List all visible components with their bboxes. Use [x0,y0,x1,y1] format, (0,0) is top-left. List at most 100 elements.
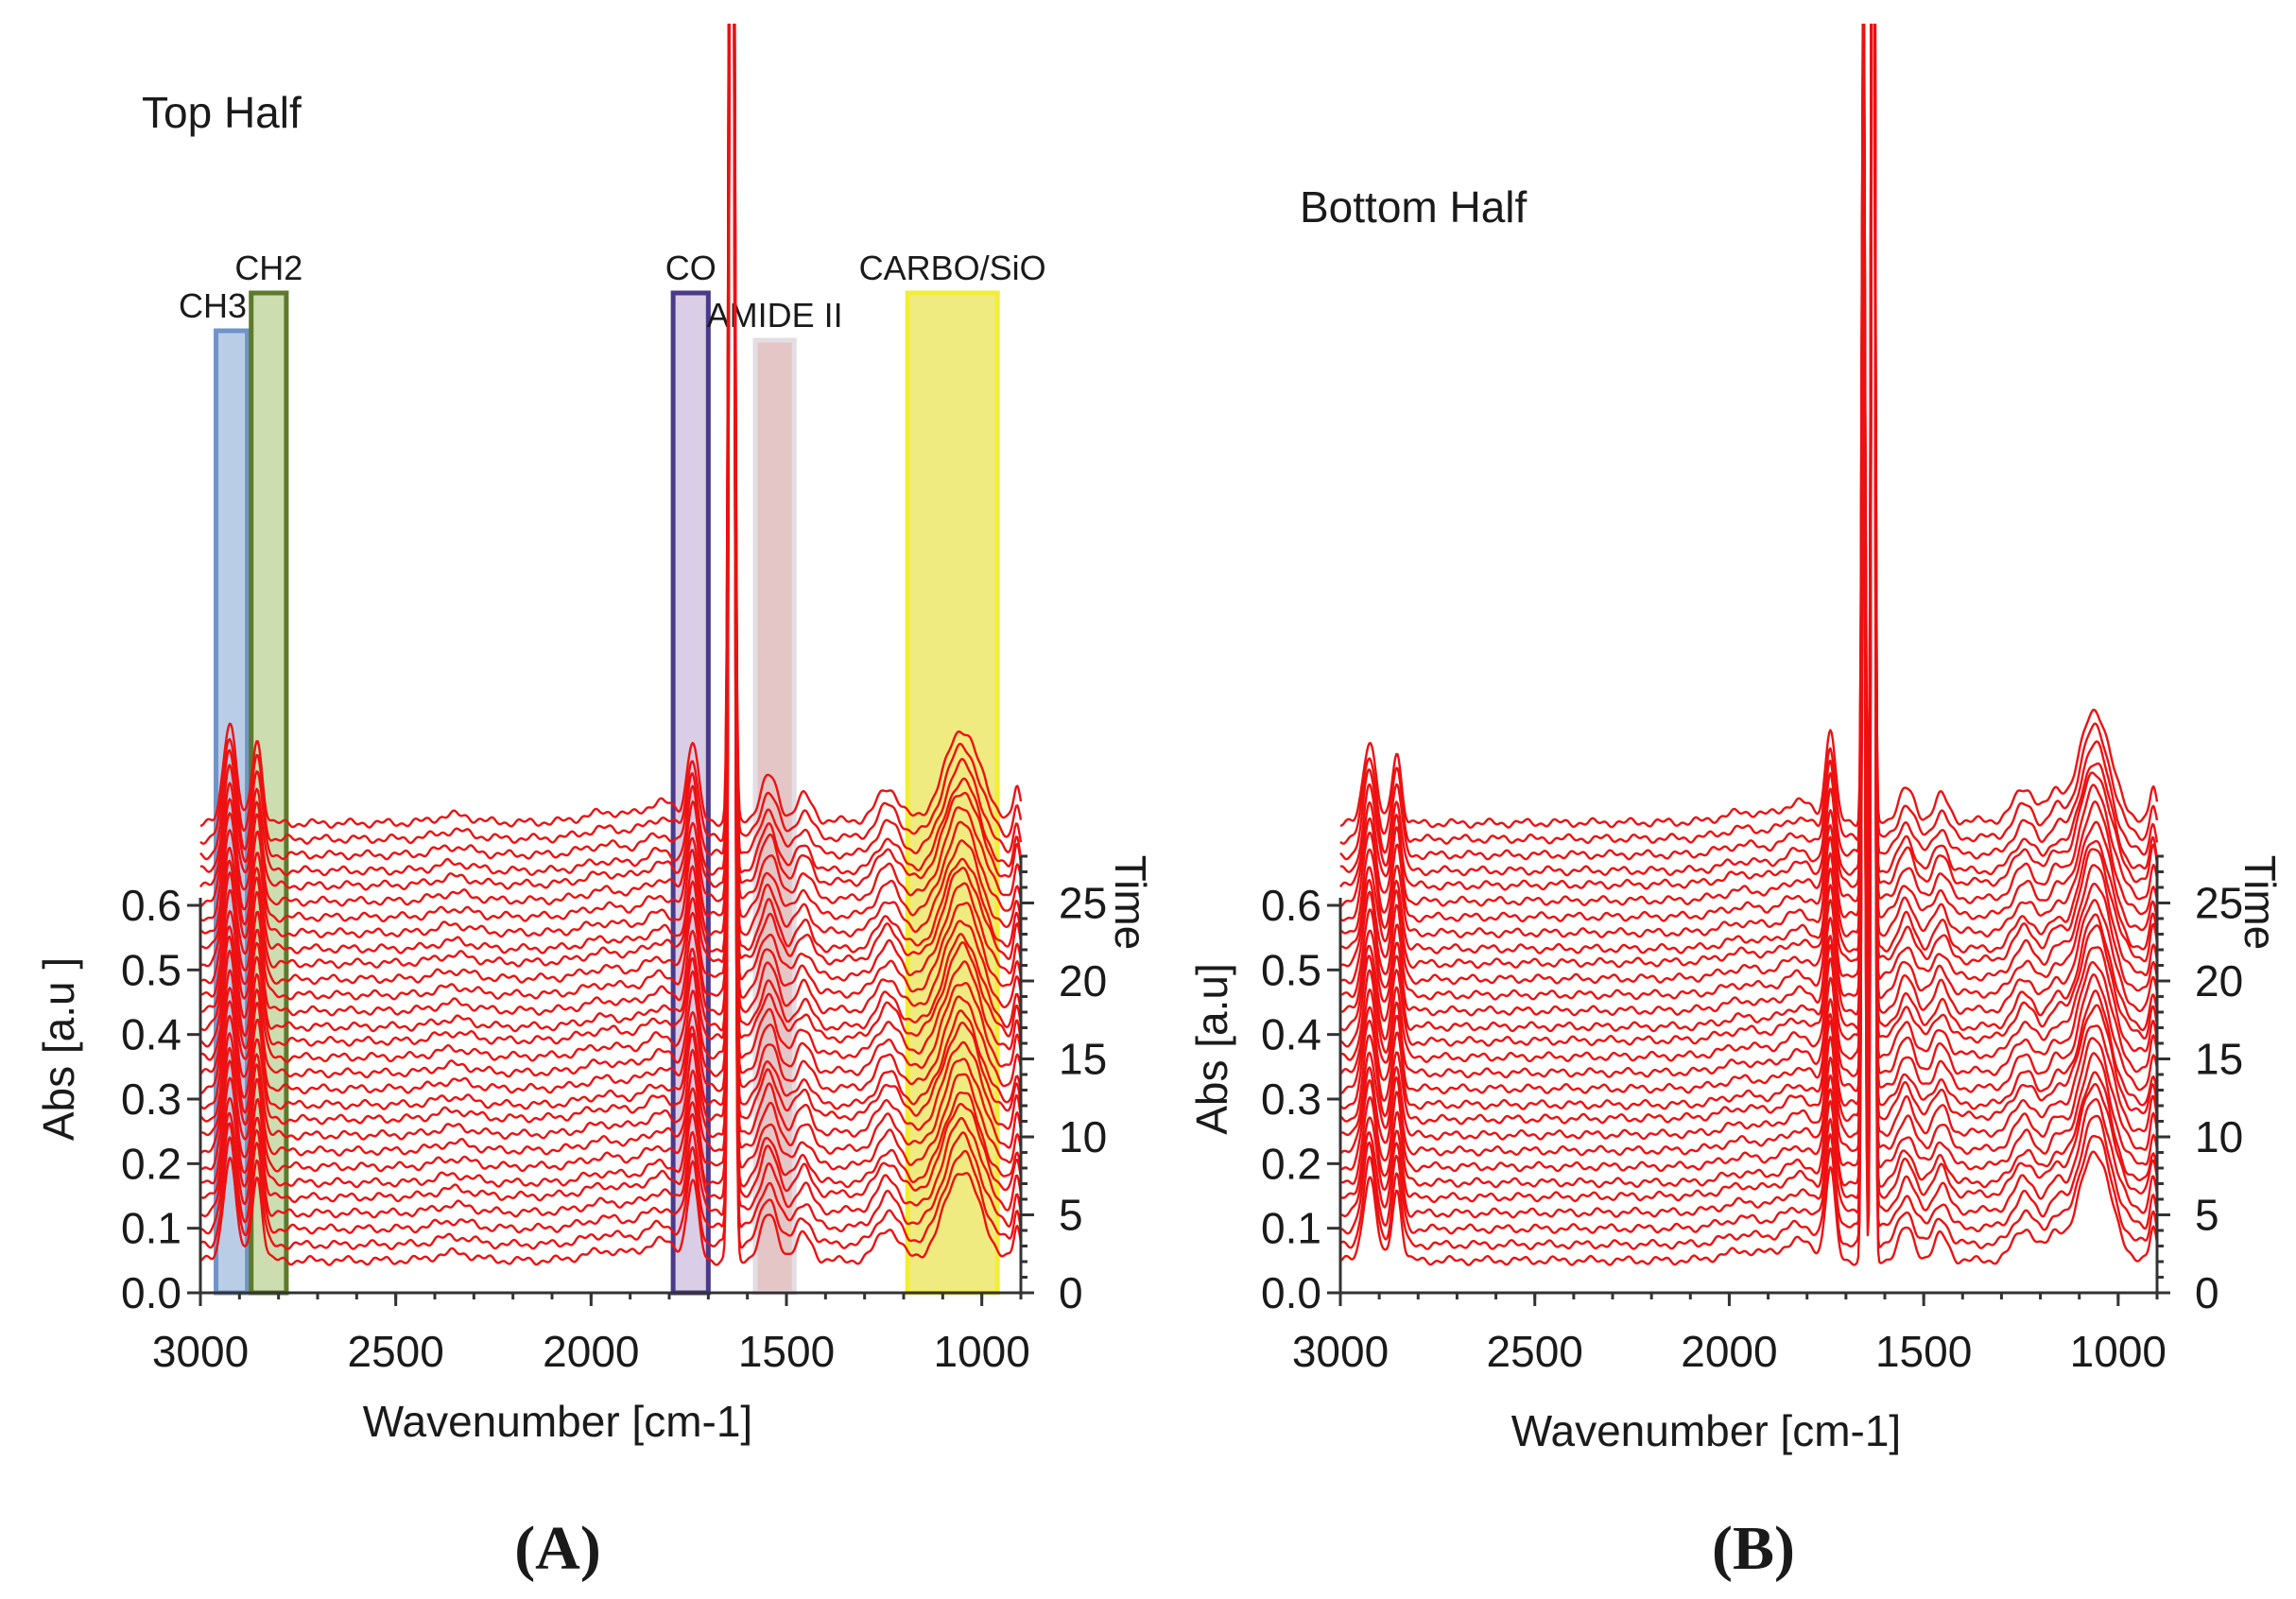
time-tick-label: 0 [1059,1268,1083,1317]
spectrum-line-t1 [1339,24,2159,1250]
spectrum-line-t11 [199,24,1023,1095]
y-tick-label: 0.0 [1261,1268,1321,1317]
spectrum-line-t21 [199,24,1023,938]
panel-a-y-axis-label: Abs [a.u ] [34,957,83,1141]
region-label-ch2: CH2 [234,249,302,287]
spectrum-line-t16 [1339,24,2159,1017]
x-tick-label: 3000 [1292,1327,1389,1376]
time-tick-label: 20 [2195,956,2243,1006]
y-tick-label: 0.0 [121,1268,181,1317]
y-tick-label: 0.2 [1261,1139,1321,1188]
region-label-co: CO [665,249,716,287]
panel-a-x-axis-label: Wavenumber [cm-1] [363,1397,752,1446]
spectrum-line-t0 [199,24,1023,1266]
panel-a-time-axis-label: Time [1106,855,1155,951]
y-tick-label: 0.3 [121,1075,181,1124]
spectrum-line-t26 [1339,24,2159,861]
spectrum-line-t18 [199,24,1023,986]
spectrum-line-t4 [1339,24,2159,1204]
spectrum-line-t27 [1339,24,2159,845]
time-tick-label: 5 [2195,1191,2219,1240]
panel-b-axes: 3000 2500 2000 1500 1000 0.0 0.1 0.2 0.3 0.4 0.5 0.… [1261,854,2243,1376]
panel-a-spectra [199,24,1023,1266]
spectrum-line-t10 [199,24,1023,1110]
spectrum-line-t9 [1339,24,2159,1126]
x-tick-label: 1500 [738,1327,835,1376]
x-tick-label: 3000 [152,1327,249,1376]
panel-b: Bottom Half 3000 2500 2000 1500 1000 0.0 0.1 0.… [1187,24,2285,1583]
spectrum-line-t7 [199,24,1023,1157]
spectrum-line-t2 [200,24,1023,1235]
spectrum-line-t19 [1339,24,2159,970]
spectrum-line-t11 [1339,24,2159,1095]
spectrum-line-t18 [1339,24,2159,986]
panel-b-time-axis-label: Time [2236,855,2285,951]
time-tick-label: 0 [2195,1268,2219,1317]
y-tick-label: 0.6 [121,881,181,930]
spectrum-line-t14 [1339,24,2159,1048]
x-tick-label: 2000 [543,1327,639,1376]
time-tick-label: 25 [1059,879,1107,928]
x-tick-label: 1000 [933,1327,1029,1376]
x-tick-label: 2500 [347,1327,443,1376]
spectrum-line-t6 [1339,24,2159,1173]
spectrum-line-t3 [199,24,1023,1219]
panel-b-caption: (B) [1712,1514,1795,1583]
time-tick-label: 25 [2195,879,2243,928]
spectrum-line-t12 [199,24,1023,1079]
region-label-ch3: CH3 [179,286,247,325]
spectrum-line-t3 [1339,24,2159,1219]
spectrum-line-t16 [199,24,1023,1017]
time-tick-label: 15 [2195,1035,2243,1084]
spectrum-line-t5 [199,24,1023,1189]
panel-a-caption: (A) [514,1514,601,1583]
panel-b-y-axis-label: Abs [a.u] [1187,963,1236,1135]
spectrum-line-t13 [199,24,1023,1063]
spectrum-line-t4 [199,24,1023,1204]
y-tick-label: 0.5 [1261,945,1321,994]
time-tick-label: 10 [2195,1112,2243,1161]
spectrum-line-t21 [1339,24,2159,938]
time-tick-label: 10 [1059,1112,1107,1161]
y-tick-label: 0.4 [1261,1010,1321,1059]
spectrum-line-t23 [1339,24,2159,908]
spectrum-line-t7 [1339,24,2159,1157]
time-tick-label: 5 [1059,1191,1083,1240]
y-tick-label: 0.1 [121,1204,181,1253]
spectrum-line-t25 [1339,24,2159,877]
spectrum-line-t12 [1339,24,2159,1079]
spectrum-line-t9 [199,24,1023,1126]
spectrum-line-t17 [199,24,1023,1001]
spectrum-line-t10 [1339,24,2159,1110]
y-tick-label: 0.2 [121,1139,181,1188]
y-tick-label: 0.3 [1261,1075,1321,1124]
spectrum-line-t20 [1339,24,2159,954]
spectrum-line-t17 [1339,24,2159,1001]
time-tick-label: 20 [1059,956,1107,1006]
spectrum-line-t20 [199,24,1023,954]
time-tick-label: 15 [1059,1035,1107,1084]
y-tick-label: 0.6 [1261,881,1321,930]
spectrum-line-t27 [199,24,1023,845]
spectrum-line-t22 [199,24,1023,923]
spectrum-line-t1 [199,24,1023,1250]
spectrum-line-t13 [1339,24,2159,1063]
spectrum-line-t24 [199,24,1023,891]
x-tick-label: 2500 [1487,1327,1583,1376]
region-label-carbo-sio: CARBO/SiO [859,249,1046,287]
spectrum-line-t15 [199,24,1023,1033]
spectrum-line-t23 [199,24,1023,908]
spectrum-line-t6 [199,24,1023,1173]
x-tick-label: 1500 [1875,1327,1972,1376]
spectrum-line-t22 [1339,24,2159,923]
spectrum-line-t25 [199,24,1023,877]
spectrum-line-t5 [1339,24,2159,1189]
x-tick-label: 1000 [2070,1327,2167,1376]
panel-b-spectra [1339,24,2159,1266]
y-tick-label: 0.1 [1261,1204,1321,1253]
x-tick-label: 2000 [1681,1327,1777,1376]
spectrum-line-t14 [199,24,1023,1048]
panel-a-title: Top Half [142,88,302,137]
